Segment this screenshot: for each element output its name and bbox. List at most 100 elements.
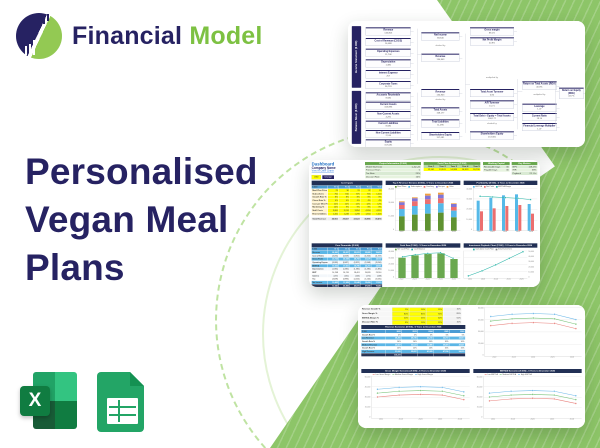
core-inputs-cell[interactable]: 1,200 xyxy=(328,211,339,216)
core-inputs-cell[interactable]: 8% xyxy=(328,195,339,199)
flow-node-label: Revenue xyxy=(435,90,446,94)
core-inputs-total-value: 32,623 xyxy=(349,216,361,221)
flow-node-value: 0.80 xyxy=(489,93,495,96)
scenario-input-cell[interactable]: 15% xyxy=(426,307,444,312)
core-inputs-cell[interactable]: 3,600 xyxy=(328,208,339,212)
core-inputs-cell[interactable]: 875 xyxy=(349,191,361,196)
gross-margin-chart-swatch xyxy=(372,374,375,375)
core-inputs-cell[interactable]: 1,404 xyxy=(371,211,383,216)
scenario-input-cell[interactable]: 12% xyxy=(426,320,444,325)
flow-node: Total Assets 168,177 xyxy=(421,107,463,116)
core-inputs-cell[interactable]: 33 xyxy=(371,188,383,192)
revenue-legend-swatch xyxy=(408,185,411,188)
currency-change-button[interactable]: Change xyxy=(322,175,334,179)
ebitda-chart-legend-item: High EBITDA xyxy=(518,374,532,376)
core-inputs-cell[interactable]: 12% xyxy=(328,201,339,206)
core-inputs-cell[interactable]: 4% xyxy=(328,198,339,202)
core-inputs-cell[interactable]: 945 xyxy=(360,191,372,196)
core-inputs-cell[interactable]: 1,248 xyxy=(338,211,350,216)
thumbnail-dupont-flowchart[interactable]: Revenue 134,803 Cost of Revenue (COGS) 16,0… xyxy=(348,21,585,147)
core-inputs-cell[interactable]: 4% xyxy=(349,198,361,202)
core-inputs-cell[interactable]: 810 xyxy=(338,191,350,196)
core-inputs-cell[interactable]: 8% xyxy=(360,195,372,199)
scenario-input-cell[interactable]: 8% xyxy=(392,320,410,325)
y-tick: 30,000 xyxy=(388,256,394,259)
core-financials-row: EBIT 14,248 16,216 18,401 20,826 23,516 xyxy=(311,270,383,274)
scenario-row-label: Growth Rate % xyxy=(361,339,386,343)
scenario-input-cell[interactable]: 50% xyxy=(392,316,410,321)
y-tick: 20,000 xyxy=(528,265,534,268)
scenario-input-cell[interactable]: 55% xyxy=(409,316,427,321)
scenario-input-cell[interactable]: 80% xyxy=(392,312,410,316)
core-inputs-cell[interactable]: 12% xyxy=(360,201,372,206)
core-inputs-cell[interactable]: 8% xyxy=(338,195,350,199)
google-sheets-icon[interactable] xyxy=(97,372,144,432)
thumbnail-scenarios[interactable]: Revenue Growth % 5% 10% 15% 10% Gross Margin … xyxy=(358,305,585,428)
core-inputs-cell[interactable]: 1,350 xyxy=(360,211,372,216)
x-tick: 2026 xyxy=(519,277,524,280)
core-inputs-cell[interactable]: 8% xyxy=(371,195,383,199)
flow-node-value: 163,896 xyxy=(384,106,393,109)
core-inputs-cell[interactable]: 29 xyxy=(328,188,339,192)
core-inputs-cell[interactable]: 3,744 xyxy=(338,208,350,212)
core-inputs-cell[interactable]: 32 xyxy=(360,188,372,192)
flow-node-value: 134,803 xyxy=(436,93,445,96)
key-metrics-table-value: 68% xyxy=(531,168,537,172)
thumbnail-dashboard[interactable]: Dashboard Company Name View All Other Char… xyxy=(309,160,540,287)
core-inputs-cell[interactable]: 4,050 xyxy=(360,208,372,212)
flow-node: Current Assets 163,896 xyxy=(365,101,414,110)
scenario-input-cell[interactable]: 60% xyxy=(426,316,444,321)
stacked-bar xyxy=(398,188,405,231)
scenario-input-cell[interactable]: 10% xyxy=(409,307,427,312)
scenario-row: High Revenue 31,006 35,657 41,005 47,156 54,2… xyxy=(361,349,466,353)
core-inputs-cell[interactable]: 1,298 xyxy=(349,211,361,216)
core-inputs-total-label: Total Revenue xyxy=(311,216,329,221)
core-financials-cell: 40,871 xyxy=(349,283,361,287)
core-financials-row-label: Operating Expenses xyxy=(311,260,329,264)
summary-col: Year 2 xyxy=(439,165,446,168)
core-inputs-cell[interactable]: 12% xyxy=(371,201,383,206)
core-inputs-cell[interactable]: 4% xyxy=(371,198,383,202)
core-inputs-cell[interactable]: 9% xyxy=(338,205,350,209)
core-inputs-cell[interactable]: 12% xyxy=(338,201,350,206)
sidebar-balance-sheet: Balance Sheet ($ 000) xyxy=(351,90,362,144)
core-inputs-cell[interactable]: 8% xyxy=(371,205,383,209)
core-financials-cell: (1,385) xyxy=(371,267,383,271)
flow-node-value: 36,733 xyxy=(384,85,392,88)
scenario-input-cell[interactable]: 85% xyxy=(409,312,427,316)
excel-icon[interactable]: X xyxy=(20,372,77,429)
flow-node-value: 1,385 xyxy=(385,63,391,67)
core-inputs-cell[interactable]: 8% xyxy=(349,195,361,199)
core-financials-cell: (257) xyxy=(328,273,339,278)
core-inputs-cell[interactable]: 30 xyxy=(338,188,350,192)
flow-node: Equity 157,081 xyxy=(365,139,414,147)
core-inputs-cell[interactable]: 8% xyxy=(360,205,372,209)
scenario-input-cell[interactable]: 5% xyxy=(392,307,410,312)
scenario-input-label: EBITDA Margin % xyxy=(361,316,393,321)
scenario-input-cell[interactable]: 90% xyxy=(426,312,444,316)
core-inputs-cell[interactable]: 10% xyxy=(328,205,339,209)
core-inputs-cell[interactable]: 9% xyxy=(349,205,361,209)
core-inputs-cell[interactable]: 1,020 xyxy=(371,191,383,196)
cash-flow-chart: Cash flow ($ 000) - 5 Years to December … xyxy=(385,243,461,285)
scenario-cell: 35,657 xyxy=(401,349,418,353)
x-tick: 2026 xyxy=(569,356,574,359)
y-tick: 0 xyxy=(528,275,530,278)
core-financials-cell: (8,093) xyxy=(328,260,339,264)
flow-node-label: Return on Total Assets (ROA) xyxy=(523,83,556,86)
scenario-col-header: 2026 xyxy=(449,329,466,333)
core-inputs-cell[interactable]: 4,212 xyxy=(371,208,383,212)
scenario-input-cell[interactable]: 10% xyxy=(409,320,427,325)
flow-node: Non-Current Liabilities 2,516 xyxy=(365,129,414,139)
core-inputs-cell[interactable]: 750 xyxy=(328,191,339,196)
core-inputs-cell[interactable]: 31 xyxy=(349,188,361,192)
scenario-cell: 15% xyxy=(385,346,402,350)
dashboard-currency-row: USD Change xyxy=(311,173,363,180)
core-financials-row: Net Income 10,493 11,989 13,648 15,490 17,533 xyxy=(311,280,383,284)
core-inputs-cell[interactable]: 12% xyxy=(349,201,361,206)
core-inputs-cell[interactable]: 3,894 xyxy=(349,208,361,212)
dashboard-view-charts-link[interactable]: View All Other Charts xyxy=(311,169,334,173)
core-inputs-total-value: 35,885 xyxy=(360,216,372,221)
core-inputs-cell[interactable]: 4% xyxy=(338,198,350,202)
core-inputs-cell[interactable]: 4% xyxy=(360,198,372,202)
